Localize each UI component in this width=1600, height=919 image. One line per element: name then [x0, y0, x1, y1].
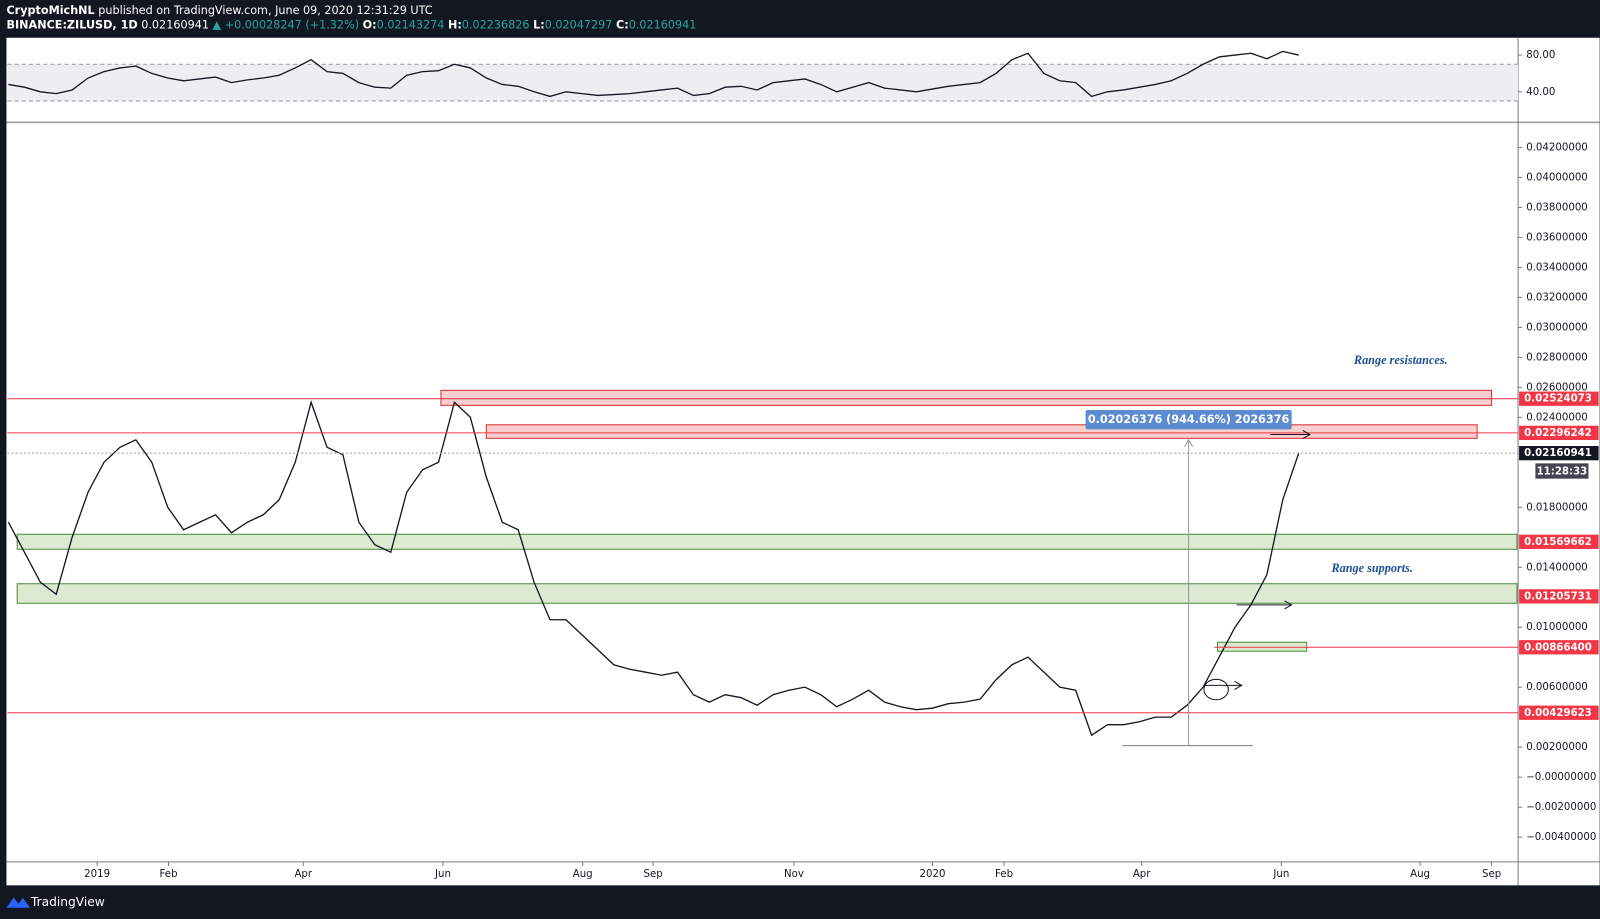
- x-tick-label: Apr: [294, 869, 312, 880]
- price-line: [8, 50, 1299, 98]
- chart-area: [6, 37, 1600, 886]
- ohlc-key: L:: [533, 18, 545, 31]
- price-tag-label: 0.00429623: [1524, 708, 1592, 719]
- price-tag: [1519, 446, 1599, 461]
- price-tag: [1519, 534, 1599, 549]
- y-tick-label: 0.01400000: [1526, 562, 1588, 573]
- y-tick-label: −0.00400000: [1526, 832, 1596, 843]
- price-tag: [1519, 391, 1599, 406]
- x-tick-label: Sep: [643, 869, 662, 880]
- measure-box: [1085, 410, 1292, 430]
- ohlc-value: 0.02047297: [545, 18, 613, 31]
- price-tag-label: 0.00866400: [1524, 642, 1592, 653]
- y-tick-label: 0.02800000: [1526, 352, 1588, 363]
- price-tag: [1519, 589, 1599, 604]
- y-tick-label: 0.03400000: [1526, 262, 1588, 273]
- ohlc-key: H:: [448, 18, 462, 31]
- x-tick-label: 2019: [84, 869, 110, 880]
- x-tick-label: Sep: [1482, 869, 1501, 880]
- annotation: Range supports.: [1330, 561, 1412, 575]
- price-tag-label: 0.01205731: [1524, 591, 1592, 602]
- arrow: [1203, 680, 1243, 690]
- zone: [16, 533, 1518, 550]
- x-tick-label: Nov: [784, 869, 804, 880]
- published: published on TradingView.com, June 09, 2…: [98, 4, 433, 17]
- countdown-tag: [1535, 463, 1589, 479]
- x-tick-label: 2020: [920, 869, 946, 880]
- annotation: Range resistances.: [1353, 353, 1448, 367]
- x-tick-label: Aug: [573, 869, 593, 880]
- x-tick-label: Feb: [160, 869, 178, 880]
- measure-label: 0.02026376 (944.66%) 2026376: [1088, 413, 1290, 426]
- price-tag-label: 0.02524073: [1524, 394, 1592, 405]
- y-tick-label: 0.04000000: [1526, 172, 1588, 183]
- ohlc-value: 0.02236826: [462, 18, 530, 31]
- price-tag-label: 0.02160941: [1524, 448, 1592, 459]
- circle-mark: [1203, 678, 1229, 701]
- logo[interactable]: [6, 897, 30, 908]
- zone: [440, 389, 1493, 406]
- author: CryptoMichNL: [6, 4, 94, 17]
- ohlc-key: O:: [363, 18, 377, 31]
- x-tick-label: Jun: [1272, 869, 1289, 880]
- y-tick-label: 0.00600000: [1526, 682, 1588, 693]
- y-tick-label: 0.01800000: [1526, 502, 1588, 513]
- rsi-band: [7, 64, 1519, 102]
- arrow: [1236, 600, 1293, 610]
- author-line: CryptoMichNL published on TradingView.co…: [6, 4, 432, 17]
- countdown: 11:28:33: [1537, 467, 1588, 478]
- zone: [16, 583, 1518, 604]
- price-tag-label: 0.01569662: [1524, 537, 1592, 548]
- y-tick-label: 0.03200000: [1526, 292, 1588, 303]
- zone: [1216, 641, 1308, 652]
- y-tick-label: 0.01000000: [1526, 622, 1588, 633]
- y-tick-label: 0.03800000: [1526, 202, 1588, 213]
- x-tick-label: Feb: [995, 869, 1013, 880]
- last-price: 0.02160941: [141, 18, 209, 31]
- ohlc-key: C:: [616, 18, 629, 31]
- price-tag: [1519, 640, 1599, 655]
- brand[interactable]: TradingView: [30, 895, 105, 909]
- price-tag: [1519, 425, 1599, 441]
- arrow: [1270, 429, 1312, 440]
- x-tick-label: Jun: [434, 869, 451, 880]
- price-tag-label: 0.02296242: [1524, 428, 1592, 439]
- measure-arrow: [1184, 438, 1194, 448]
- y-tick-label: 0.03600000: [1526, 232, 1588, 243]
- y-tick-label: 0.00200000: [1526, 742, 1588, 753]
- y-tick-label: −0.00000000: [1526, 772, 1596, 783]
- ohlc-value: 0.02160941: [629, 18, 697, 31]
- layers: 80.00 40.00 0.04200000 0.04000000 0.03800000…: [7, 50, 1599, 880]
- y-tick-label: 0.03000000: [1526, 322, 1588, 333]
- y-tick-label: 40.00: [1526, 87, 1555, 98]
- y-tick-label: 0.04200000: [1526, 142, 1588, 153]
- change: ▲ +0.00028247 (+1.32%): [213, 18, 360, 31]
- price-tag: [1519, 705, 1599, 720]
- y-tick-label: 0.02400000: [1526, 412, 1588, 423]
- y-tick-label: 0.02600000: [1526, 382, 1588, 393]
- ohlc-value: 0.02143274: [377, 18, 445, 31]
- y-tick-label: 80.00: [1526, 50, 1555, 61]
- symbol: BINANCE:ZILUSD, 1D: [6, 18, 137, 31]
- zone: [485, 424, 1478, 439]
- x-tick-label: Apr: [1133, 869, 1151, 880]
- x-tick-label: Aug: [1410, 869, 1430, 880]
- y-tick-label: −0.00200000: [1526, 802, 1596, 813]
- symbol-line: BINANCE:ZILUSD, 1D 0.02160941 ▲ +0.00028…: [6, 18, 696, 31]
